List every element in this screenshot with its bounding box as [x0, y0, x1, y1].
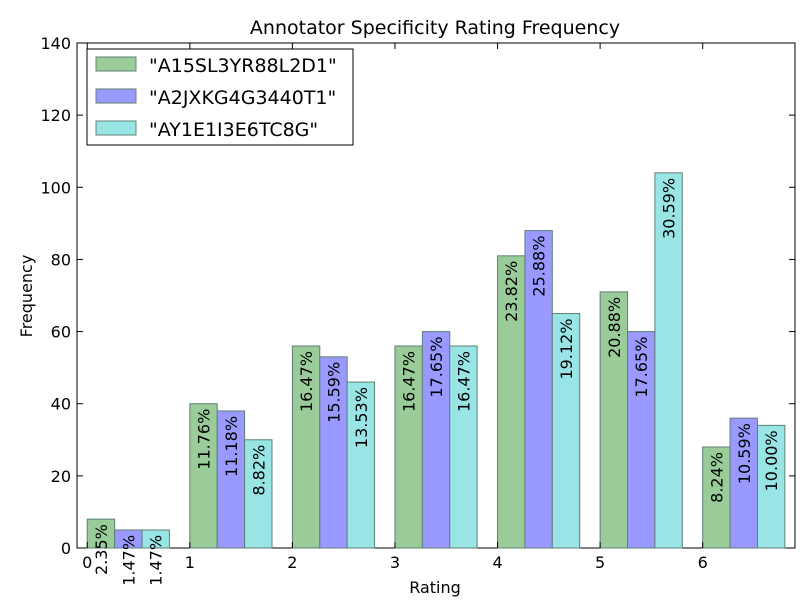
x-tick-label: 1 [185, 553, 195, 572]
bar [141, 529, 170, 549]
bar [244, 439, 273, 549]
legend-swatch [95, 120, 137, 136]
bar [654, 172, 683, 549]
y-tick-label: 40 [51, 395, 71, 414]
bar [756, 424, 786, 549]
x-tick-label: 4 [492, 553, 502, 572]
y-tick-label: 140 [40, 34, 71, 53]
bar-percent-label: 10.59% [735, 423, 754, 484]
y-tick-label: 80 [51, 250, 71, 269]
legend-entry-label: "A2JXKG4G3440T1" [149, 87, 336, 109]
bar-percent-label: 15.59% [324, 362, 343, 423]
x-tick-label: 0 [82, 553, 92, 572]
x-tick-label: 5 [595, 553, 605, 572]
plot-area: 2.35% 11.76% 16.47% 16.47% 23.82% 20.88% 8.24%… [40, 34, 796, 586]
y-tick-label: 100 [40, 178, 71, 197]
bar-percent-label: 30.59% [660, 178, 679, 239]
chart-title: Annotator Specificity Rating Frequency [250, 17, 620, 39]
bar [86, 518, 116, 549]
bar-percent-label: 19.12% [557, 319, 576, 380]
bar [524, 230, 553, 549]
x-tick-label: 2 [287, 553, 297, 572]
y-tick-label: 120 [40, 106, 71, 125]
x-tick-label: 3 [390, 553, 400, 572]
bar-percent-label: 17.65% [632, 337, 651, 398]
bar [291, 345, 321, 549]
legend-entry-label: "AY1E1I3E6TC8G" [149, 119, 318, 141]
bar-percent-label: 16.47% [297, 351, 316, 412]
bar [346, 381, 376, 549]
bar-percent-label: 16.47% [400, 351, 419, 412]
bar [627, 331, 656, 549]
bar [551, 313, 581, 549]
bar-percent-label: 23.82% [502, 261, 521, 322]
y-axis-label: Frequency [17, 255, 36, 338]
y-tick-label: 60 [51, 323, 71, 342]
legend-entry-label: "A15SL3YR88L2D1" [149, 55, 337, 77]
bar-percent-label: 1.47% [147, 535, 166, 586]
bar-percent-label: 16.47% [454, 351, 473, 412]
y-tick-label: 20 [51, 467, 71, 486]
bar-percent-label: 1.47% [119, 535, 138, 586]
bar [729, 417, 758, 549]
x-tick-label: 6 [698, 553, 708, 572]
bar [449, 345, 478, 549]
bar-percent-label: 13.53% [352, 387, 371, 448]
bar [421, 331, 451, 549]
legend: "A15SL3YR88L2D1" "A2JXKG4G3440T1" "AY1E1I3… [86, 48, 354, 146]
x-axis-label: Rating [409, 578, 461, 597]
bar-percent-label: 11.18% [222, 416, 241, 477]
legend-swatch [95, 88, 137, 104]
bar-percent-label: 8.24% [707, 452, 726, 503]
y-tick-label: 0 [61, 539, 71, 558]
legend-swatch [95, 56, 137, 72]
bar [216, 410, 246, 549]
bar-percent-label: 2.35% [92, 524, 111, 575]
bar-percent-label: 20.88% [605, 297, 624, 358]
bar-percent-label: 25.88% [530, 236, 549, 297]
bar-percent-label: 11.76% [195, 409, 214, 470]
bar-percent-label: 10.00% [762, 430, 781, 491]
bar [189, 403, 218, 549]
bar-percent-label: 17.65% [427, 337, 446, 398]
bar-percent-label: 8.82% [249, 445, 268, 496]
